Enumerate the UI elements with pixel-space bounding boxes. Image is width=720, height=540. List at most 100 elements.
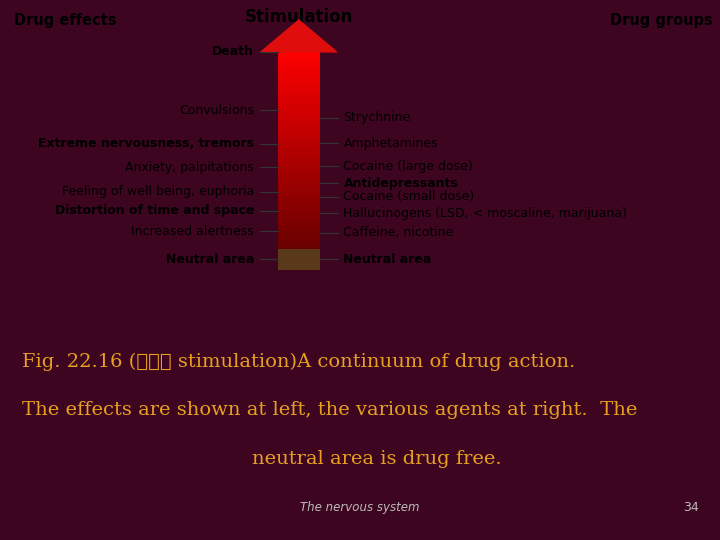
Bar [278, 64, 320, 68]
Bar [278, 93, 320, 96]
Bar [278, 234, 320, 238]
Bar [278, 124, 320, 128]
Bar [278, 117, 320, 120]
Bar [278, 249, 320, 269]
Bar [278, 177, 320, 180]
Bar [278, 258, 320, 261]
Bar [278, 54, 320, 57]
Bar [278, 132, 320, 136]
Bar [278, 195, 320, 198]
Bar [278, 130, 320, 133]
Bar [278, 192, 320, 196]
Bar [278, 96, 320, 99]
Bar [278, 253, 320, 256]
Text: 34: 34 [683, 501, 698, 514]
Bar [278, 229, 320, 232]
Bar [278, 91, 320, 94]
Bar [278, 226, 320, 230]
Bar [278, 109, 320, 112]
Bar [278, 114, 320, 117]
Bar [278, 156, 320, 159]
Text: Drug effects: Drug effects [14, 14, 117, 29]
Text: Feeling of well being, euphoria: Feeling of well being, euphoria [62, 185, 254, 198]
Bar [278, 200, 320, 204]
Text: Antidepressants: Antidepressants [343, 177, 458, 190]
Bar [278, 70, 320, 73]
Bar [278, 111, 320, 114]
Bar [278, 187, 320, 191]
Text: The nervous system: The nervous system [300, 501, 420, 514]
Bar [278, 221, 320, 225]
Bar [278, 72, 320, 76]
Text: Drug groups: Drug groups [610, 14, 713, 29]
Text: Neutral area: Neutral area [166, 253, 254, 266]
Text: The effects are shown at left, the various agents at right.  The: The effects are shown at left, the vario… [22, 401, 637, 420]
Text: Extreme nervousness, tremors: Extreme nervousness, tremors [38, 138, 254, 151]
Text: Cocaine (small dose): Cocaine (small dose) [343, 190, 474, 203]
Bar [278, 83, 320, 86]
Bar [278, 174, 320, 178]
Bar [278, 104, 320, 107]
Bar [278, 151, 320, 154]
Bar [278, 224, 320, 227]
Bar [278, 255, 320, 259]
Bar [278, 119, 320, 123]
Bar [278, 158, 320, 162]
Bar [278, 219, 320, 222]
Bar [278, 190, 320, 193]
Bar [278, 245, 320, 248]
Bar [278, 237, 320, 240]
Bar [278, 211, 320, 214]
Bar [278, 143, 320, 146]
Bar [278, 80, 320, 83]
Bar [278, 85, 320, 89]
Bar [278, 185, 320, 188]
Bar [278, 250, 320, 253]
Bar [278, 51, 320, 55]
Bar [278, 153, 320, 157]
Bar [278, 88, 320, 91]
Bar [278, 240, 320, 243]
Text: Neutral area: Neutral area [343, 253, 432, 266]
Bar [278, 106, 320, 110]
Text: Fig. 22.16 (上半部 stimulation)A continuum of drug action.: Fig. 22.16 (上半部 stimulation)A continuum … [22, 353, 575, 371]
Bar [278, 213, 320, 217]
Bar [278, 179, 320, 183]
Text: Increased alertness: Increased alertness [132, 225, 254, 238]
Bar [278, 98, 320, 102]
Bar [278, 62, 320, 65]
Text: Cocaine (large dose): Cocaine (large dose) [343, 160, 473, 173]
Text: Distortion of time and space: Distortion of time and space [55, 205, 254, 218]
Bar [278, 206, 320, 209]
Bar [278, 140, 320, 144]
Bar [278, 166, 320, 170]
Bar [278, 77, 320, 80]
Text: Strychnine: Strychnine [343, 111, 410, 124]
Bar [278, 242, 320, 246]
Bar [278, 208, 320, 212]
Bar [278, 135, 320, 138]
Bar [278, 169, 320, 172]
Text: Death: Death [212, 45, 254, 58]
Text: Caffeine, nicotine: Caffeine, nicotine [343, 226, 454, 239]
Bar [278, 59, 320, 62]
Text: Stimulation: Stimulation [245, 8, 353, 26]
Bar [278, 232, 320, 235]
Bar [278, 164, 320, 167]
Bar [278, 172, 320, 175]
Polygon shape [261, 20, 336, 52]
Bar [278, 198, 320, 201]
Bar [278, 101, 320, 104]
Bar [278, 182, 320, 185]
Bar [278, 145, 320, 149]
Text: Convulsions: Convulsions [179, 104, 254, 117]
Bar [278, 127, 320, 130]
Bar [278, 138, 320, 141]
Bar [278, 75, 320, 78]
Bar [278, 57, 320, 60]
Bar [278, 148, 320, 151]
Bar [278, 67, 320, 70]
Bar [278, 203, 320, 206]
Bar [278, 161, 320, 164]
Bar [278, 247, 320, 251]
